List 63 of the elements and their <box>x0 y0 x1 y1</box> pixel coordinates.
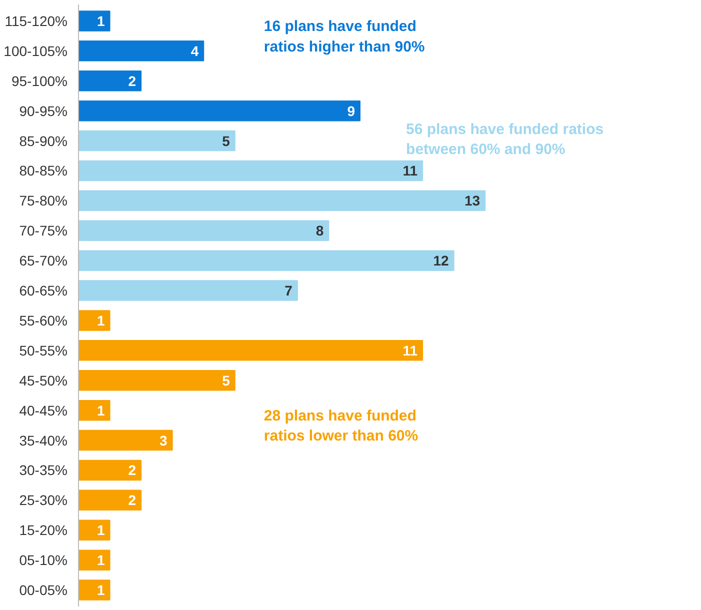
y-tick-label: 55-60% <box>19 312 68 328</box>
y-tick-label: 90-95% <box>19 102 68 119</box>
data-label: 5 <box>222 132 230 149</box>
data-label: 1 <box>96 582 105 598</box>
data-label: 12 <box>433 252 450 269</box>
data-label: 2 <box>128 72 136 89</box>
y-tick-label: 25-30% <box>19 492 68 508</box>
y-tick-label: 15-20% <box>19 522 68 538</box>
data-label: 2 <box>128 492 136 508</box>
data-label: 11 <box>402 342 418 358</box>
data-label: 4 <box>190 42 199 59</box>
annotation: 56 plans have funded ratios between 60% and 90% <box>406 120 604 158</box>
y-tick-label: 85-90% <box>19 132 68 149</box>
bar <box>78 190 486 212</box>
data-label: 8 <box>316 222 324 239</box>
y-tick-label: 80-85% <box>19 162 68 179</box>
bar <box>78 40 204 62</box>
data-label: 1 <box>96 12 105 29</box>
bar <box>78 10 110 32</box>
y-tick-label: 30-35% <box>19 462 68 478</box>
bar <box>78 160 424 182</box>
bar <box>78 340 424 361</box>
bar <box>78 70 142 92</box>
bar <box>78 490 142 511</box>
bar <box>78 100 360 122</box>
y-tick-label: 40-45% <box>19 402 68 418</box>
y-tick-label: 60-65% <box>19 282 68 299</box>
data-label: 2 <box>128 462 136 478</box>
bar <box>78 460 142 481</box>
bar <box>78 430 173 451</box>
bar <box>78 520 110 541</box>
data-label: 9 <box>347 102 356 119</box>
data-label: 1 <box>96 552 105 568</box>
data-label: 3 <box>160 432 168 448</box>
y-tick-label: 45-50% <box>19 372 68 388</box>
y-tick-label: 65-70% <box>19 252 68 269</box>
y-tick-label: 35-40% <box>19 432 68 448</box>
data-label: 5 <box>222 372 230 388</box>
bar <box>78 220 330 242</box>
bar <box>78 400 110 421</box>
y-tick-label: 00-05% <box>19 582 68 598</box>
y-tick-label: 100-105% <box>4 42 68 59</box>
annotation: 16 plans have funded ratios higher than 90% <box>264 18 425 56</box>
data-label: 13 <box>464 192 480 209</box>
bar <box>78 550 110 570</box>
bar <box>78 580 110 600</box>
y-tick-label: 115-120% <box>4 12 68 29</box>
annotation: 28 plans have funded ratios lower than 60% <box>264 407 418 445</box>
bar <box>78 250 454 271</box>
data-label: 1 <box>96 312 105 328</box>
data-label: 1 <box>96 402 105 418</box>
bar <box>78 310 110 331</box>
y-tick-label: 50-55% <box>19 342 68 358</box>
y-tick-label: 95-100% <box>11 72 68 89</box>
y-tick-label: 75-80% <box>19 192 68 209</box>
data-label: 1 <box>96 522 105 538</box>
y-tick-label: 70-75% <box>19 222 68 239</box>
data-label: 7 <box>284 282 293 299</box>
bar <box>78 370 236 391</box>
bar <box>78 280 298 301</box>
data-label: 11 <box>402 162 418 179</box>
bar <box>78 130 236 152</box>
y-tick-label: 05-10% <box>19 552 68 568</box>
